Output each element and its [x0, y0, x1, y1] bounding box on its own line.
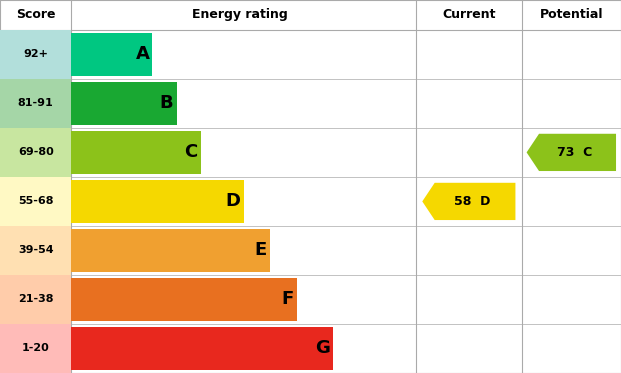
Text: 58  D: 58 D: [454, 195, 490, 208]
Text: 92+: 92+: [23, 49, 48, 59]
Text: Current: Current: [442, 9, 496, 21]
Bar: [71, 278, 297, 321]
Text: D: D: [225, 192, 241, 210]
Bar: [71, 229, 270, 272]
Bar: [0, 128, 71, 177]
Text: G: G: [315, 339, 330, 357]
Text: 81-91: 81-91: [18, 98, 53, 109]
Text: C: C: [184, 143, 197, 162]
Text: 39-54: 39-54: [18, 245, 53, 256]
Bar: [0, 226, 71, 275]
Text: Energy rating: Energy rating: [192, 9, 288, 21]
Text: 73  C: 73 C: [557, 146, 592, 159]
Text: B: B: [160, 94, 173, 112]
Text: Potential: Potential: [540, 9, 603, 21]
Bar: [0, 324, 71, 373]
Text: F: F: [282, 291, 294, 308]
Bar: [71, 131, 201, 174]
Text: 1-20: 1-20: [22, 344, 50, 354]
Bar: [0, 275, 71, 324]
Bar: [0, 79, 71, 128]
Text: E: E: [254, 241, 266, 260]
Text: Score: Score: [16, 9, 55, 21]
Bar: [0, 177, 71, 226]
Bar: [71, 33, 152, 76]
Text: 21-38: 21-38: [18, 294, 53, 304]
Text: 55-68: 55-68: [18, 197, 53, 206]
Bar: [71, 82, 176, 125]
Bar: [71, 327, 333, 370]
Polygon shape: [527, 134, 616, 171]
Bar: [71, 180, 243, 223]
Text: A: A: [135, 46, 149, 63]
Text: 69-80: 69-80: [18, 147, 53, 157]
Bar: [0, 30, 71, 79]
Polygon shape: [422, 183, 515, 220]
